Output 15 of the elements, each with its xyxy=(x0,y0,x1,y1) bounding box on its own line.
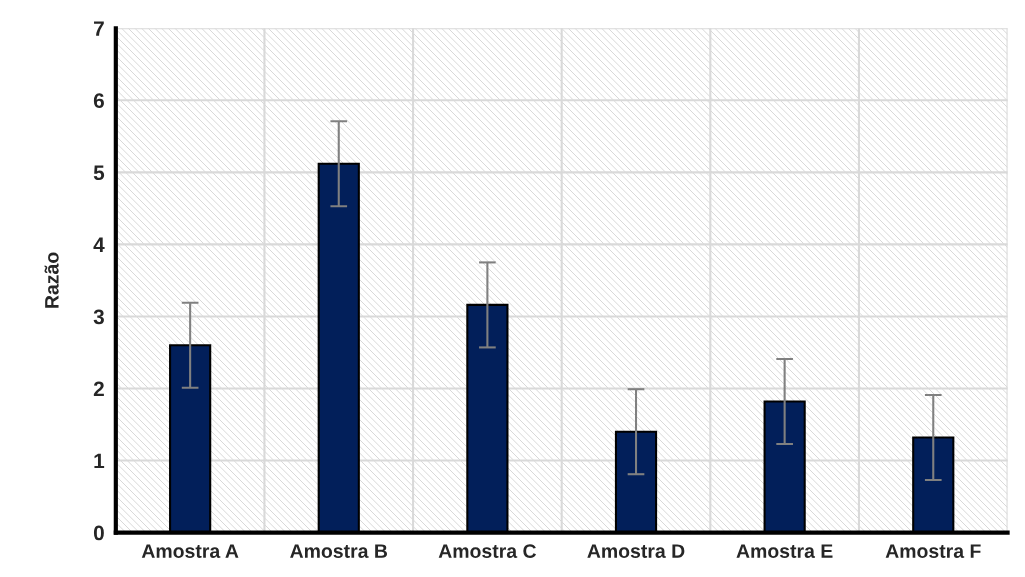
y-tick-label: 2 xyxy=(93,381,104,397)
y-tick-label: 7 xyxy=(94,21,104,36)
x-tick-label: Amostra B xyxy=(290,544,388,558)
y-tick-label: 0 xyxy=(93,525,104,541)
y-tick-label: 4 xyxy=(93,237,105,252)
y-tick-label: 1 xyxy=(94,453,105,469)
y-tick-label: 6 xyxy=(93,93,104,109)
y-tick-label: 5 xyxy=(93,165,105,181)
y-tick-label: 3 xyxy=(93,309,104,325)
x-tick-label: Amostra E xyxy=(736,544,833,558)
x-tick-label: Amostra D xyxy=(587,544,685,558)
y-axis-title: Razão xyxy=(44,252,59,308)
x-tick-label: Amostra C xyxy=(438,544,537,558)
x-tick-label: Amostra F xyxy=(885,544,981,558)
x-tick-label: Amostra A xyxy=(141,544,239,558)
